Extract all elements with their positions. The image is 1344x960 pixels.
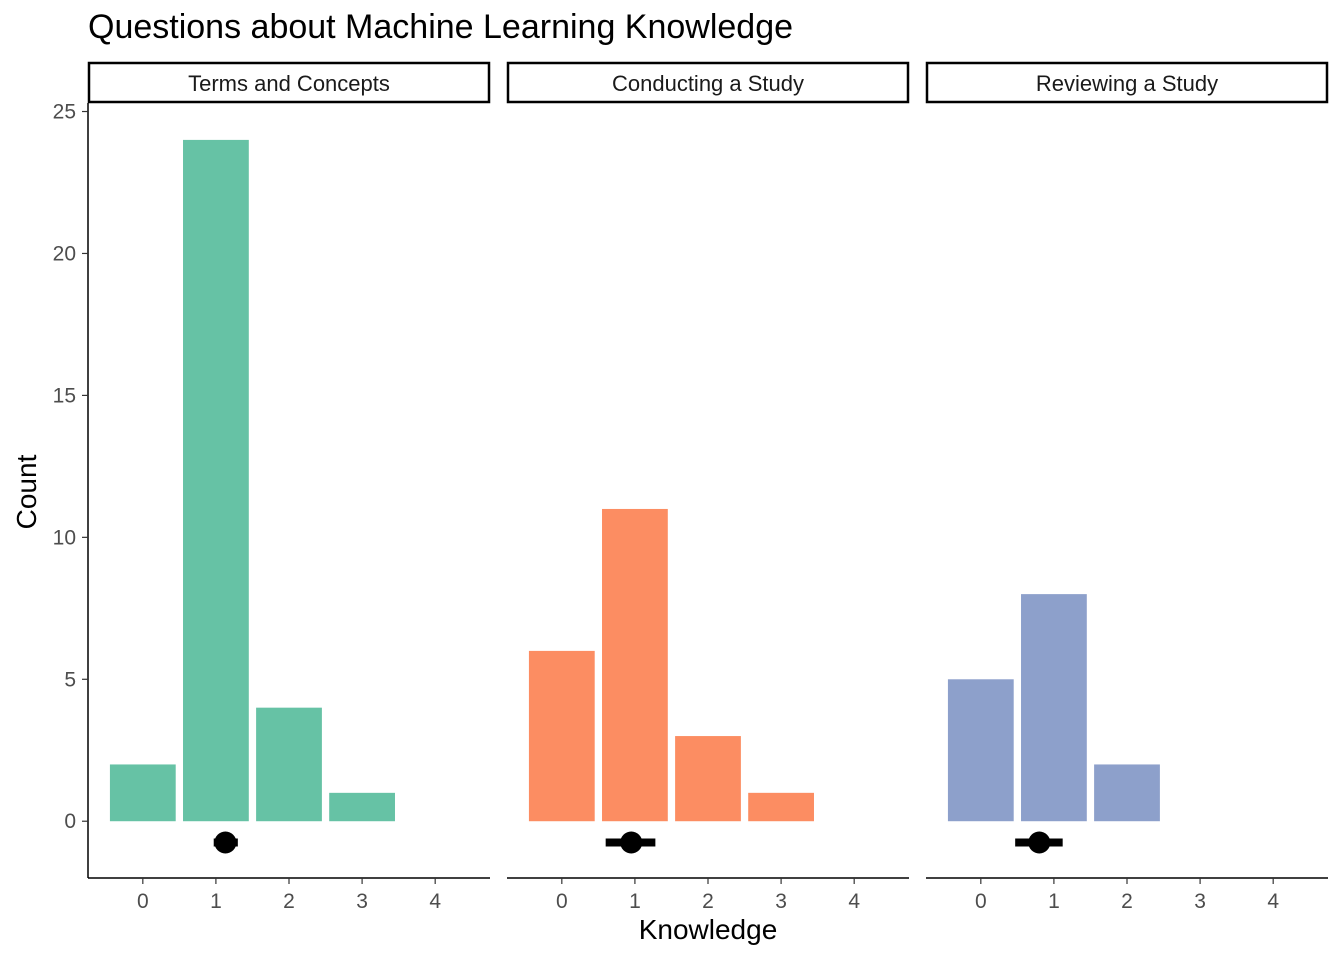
bar — [329, 792, 395, 822]
y-tick-label: 5 — [64, 668, 76, 691]
bar — [748, 792, 814, 822]
facet-panel: Terms and Concepts 0 1 2 3 4 0 5 10 15 20 25 — [53, 61, 491, 913]
x-tick-label: 1 — [1048, 890, 1060, 913]
bar — [602, 508, 668, 822]
facet-strip-label: Conducting a Study — [612, 71, 804, 96]
bar — [1021, 594, 1087, 822]
facet-strip-label: Terms and Concepts — [188, 71, 390, 96]
x-tick-label: 2 — [702, 890, 714, 913]
summary-point — [214, 831, 237, 854]
x-tick-label: 1 — [629, 890, 641, 913]
x-tick-label: 3 — [775, 890, 787, 913]
x-tick-label: 0 — [137, 890, 149, 913]
facet-panel: Conducting a Study 0 1 2 3 4 — [506, 61, 910, 913]
facet-strip — [925, 61, 1329, 104]
x-tick-label: 0 — [975, 890, 987, 913]
y-tick-label: 20 — [53, 242, 76, 265]
x-tick-label: 4 — [848, 890, 860, 913]
x-axis-title: Knowledge — [639, 914, 778, 945]
facet-strip — [87, 61, 491, 104]
facet-strip-label: Reviewing a Study — [1036, 71, 1218, 96]
bar — [256, 707, 322, 822]
x-tick-label: 2 — [283, 890, 295, 913]
summary-point — [620, 831, 643, 854]
summary-point — [1028, 831, 1051, 854]
x-tick-label: 4 — [429, 890, 441, 913]
bar — [675, 736, 741, 822]
chart-title: Questions about Machine Learning Knowled… — [88, 8, 793, 46]
y-tick-label: 0 — [64, 810, 76, 833]
x-tick-label: 0 — [556, 890, 568, 913]
x-tick-label: 2 — [1121, 890, 1133, 913]
x-tick-label: 4 — [1267, 890, 1279, 913]
x-tick-label: 3 — [356, 890, 368, 913]
y-tick-label: 25 — [53, 101, 76, 124]
y-tick-label: 10 — [53, 526, 76, 549]
x-tick-label: 3 — [1194, 890, 1206, 913]
bar — [183, 139, 249, 822]
facet-strip — [506, 61, 910, 104]
bar — [947, 679, 1014, 822]
y-tick-label: 15 — [53, 384, 76, 407]
y-axis-title: Count — [11, 454, 42, 529]
bar — [109, 764, 176, 822]
facet-panel: Reviewing a Study 0 1 2 3 4 — [925, 61, 1329, 913]
bar — [1094, 764, 1160, 822]
x-tick-label: 1 — [210, 890, 222, 913]
bar — [528, 650, 595, 822]
